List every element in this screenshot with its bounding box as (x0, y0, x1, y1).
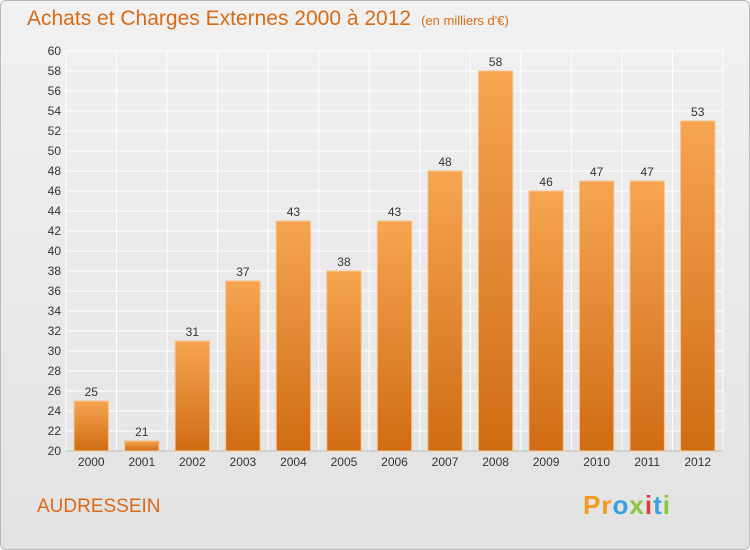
proxiti-logo[interactable]: Proxiti (583, 490, 671, 520)
x-tick-label: 2006 (381, 455, 408, 469)
value-label: 47 (590, 165, 604, 179)
y-tick-label: 42 (48, 224, 62, 238)
x-tick-label: 2009 (533, 455, 560, 469)
y-tick-label: 52 (48, 124, 62, 138)
x-tick-label: 2000 (78, 455, 105, 469)
x-tick-label: 2004 (280, 455, 307, 469)
x-tick-label: 2012 (684, 455, 711, 469)
value-label: 31 (186, 325, 200, 339)
y-tick-label: 24 (48, 404, 62, 418)
bar-2004 (275, 220, 312, 452)
y-tick-label: 30 (48, 344, 62, 358)
bar-2001 (124, 440, 160, 452)
y-tick-label: 34 (48, 304, 62, 318)
value-label: 25 (85, 385, 99, 399)
y-tick-label: 22 (48, 424, 62, 438)
bar-2012 (680, 120, 716, 452)
bar-2002 (174, 340, 211, 452)
bar-2007 (427, 170, 463, 452)
bar-layer (73, 70, 716, 452)
y-tick-label: 50 (48, 144, 62, 158)
bar-2003 (225, 280, 261, 452)
y-tick-label: 60 (48, 44, 62, 58)
chart-title-text: Achats et Charges Externes 2000 à 2012 (27, 7, 412, 30)
bar-2011 (629, 180, 665, 452)
value-label: 46 (539, 175, 553, 189)
chart-title: Achats et Charges Externes 2000 à 2012 (e… (27, 7, 509, 31)
y-tick-label: 54 (48, 104, 62, 118)
value-label: 37 (236, 265, 250, 279)
x-tick-label: 2005 (331, 455, 358, 469)
y-tick-label: 44 (48, 204, 62, 218)
bar-2010 (578, 180, 615, 452)
y-tick-label: 38 (48, 264, 62, 278)
y-tick-label: 48 (48, 164, 62, 178)
value-label: 48 (438, 155, 452, 169)
x-tick-label: 2011 (634, 455, 660, 469)
value-label: 43 (287, 205, 301, 219)
label-layer: 20 22 24 26 28 30 32 34 36 38 40 42 44 46 48 50 52 54 56 58… (48, 44, 712, 469)
y-tick-label: 56 (48, 84, 62, 98)
y-tick-label: 26 (48, 384, 62, 398)
bar-2005 (326, 270, 362, 452)
bar-2000 (73, 400, 109, 452)
value-label: 43 (388, 205, 402, 219)
value-label: 21 (135, 425, 149, 439)
y-tick-label: 36 (48, 284, 62, 298)
chart-subtitle: (en milliers d'€) (421, 13, 509, 28)
x-tick-label: 2003 (230, 455, 257, 469)
y-tick-label: 40 (48, 244, 62, 258)
bar-2009 (528, 190, 564, 452)
value-label: 38 (337, 255, 351, 269)
value-label: 58 (489, 55, 503, 69)
x-tick-label: 2007 (432, 455, 459, 469)
bar-2008 (477, 70, 514, 452)
y-tick-label: 28 (48, 364, 62, 378)
x-tick-label: 2002 (179, 455, 206, 469)
x-tick-label: 2001 (128, 455, 155, 469)
y-tick-label: 20 (48, 444, 62, 458)
bar-2006 (376, 220, 413, 452)
value-label: 47 (641, 165, 655, 179)
y-tick-label: 32 (48, 324, 62, 338)
y-tick-label: 58 (48, 64, 62, 78)
x-tick-label: 2008 (482, 455, 509, 469)
commune-name: AUDRESSEIN (37, 496, 161, 517)
value-label: 53 (691, 105, 705, 119)
x-tick-label: 2010 (583, 455, 610, 469)
y-tick-label: 46 (48, 184, 62, 198)
